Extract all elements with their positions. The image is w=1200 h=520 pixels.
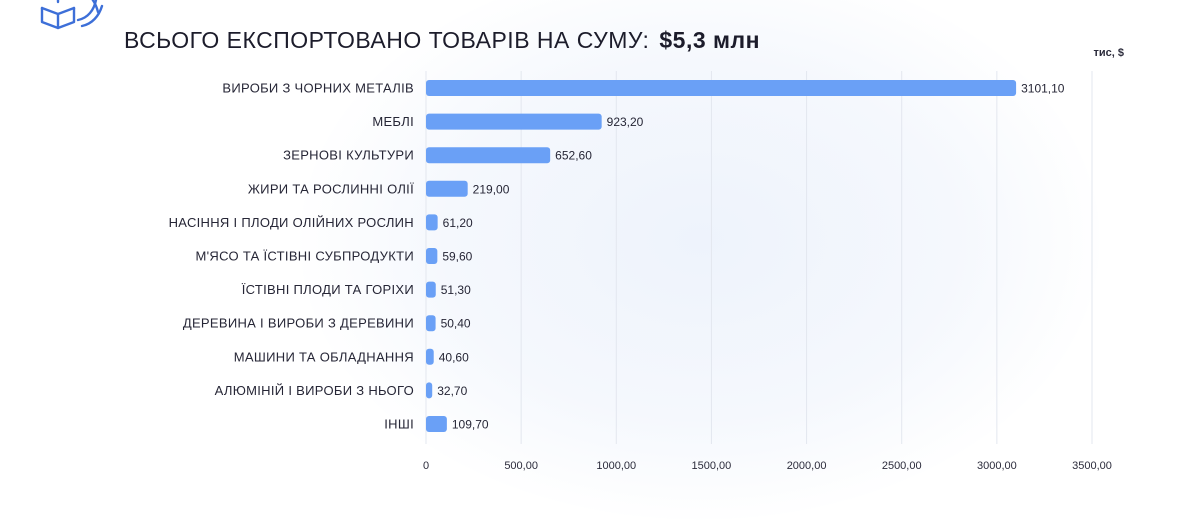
bar <box>426 248 438 264</box>
value-label: 32,70 <box>437 384 467 398</box>
category-label: ДЕРЕВИНА І ВИРОБИ З ДЕРЕВИНИ <box>183 316 414 331</box>
headline: ВСЬОГО ЕКСПОРТОВАНО ТОВАРІВ НА СУМУ: $5,3… <box>124 27 760 54</box>
x-tick-label: 2000,00 <box>787 460 827 472</box>
category-label: АЛЮМІНІЙ І ВИРОБИ З НЬОГО <box>215 383 414 398</box>
value-label: 923,20 <box>607 115 644 129</box>
bar <box>426 348 434 365</box>
headline-title: ВСЬОГО ЕКСПОРТОВАНО ТОВАРІВ НА СУМУ: <box>124 27 650 53</box>
value-label: 50,40 <box>441 317 471 331</box>
x-tick-label: 0 <box>423 460 429 472</box>
x-tick-label: 2500,00 <box>882 460 922 472</box>
value-label: 51,30 <box>441 283 471 297</box>
value-label: 3101,10 <box>1021 82 1065 96</box>
category-label: ЇСТІВНІ ПЛОДИ ТА ГОРІХИ <box>242 282 414 297</box>
bar <box>426 214 438 231</box>
value-label: 652,60 <box>555 149 592 163</box>
x-tick-label: 3000,00 <box>977 460 1017 472</box>
x-tick-label: 1000,00 <box>596 460 636 472</box>
value-label: 61,20 <box>443 216 473 230</box>
category-label: НАСІННЯ І ПЛОДИ ОЛІЙНИХ РОСЛИН <box>169 215 414 230</box>
x-tick-label: 500,00 <box>504 460 538 472</box>
x-tick-label: 1500,00 <box>692 460 732 472</box>
bar <box>426 80 1017 96</box>
category-label: МАШИНИ ТА ОБЛАДНАННЯ <box>234 349 414 364</box>
bar <box>426 281 436 298</box>
bar <box>426 416 447 432</box>
bar <box>426 180 468 197</box>
category-label: ЗЕРНОВІ КУЛЬТУРИ <box>283 148 414 163</box>
category-label: МЕБЛІ <box>372 114 414 129</box>
value-label: 219,00 <box>473 182 510 196</box>
value-label: 109,70 <box>452 418 489 432</box>
bar <box>426 147 551 164</box>
x-tick-label: 3500,00 <box>1072 460 1112 472</box>
category-label: ІНШІ <box>384 417 414 432</box>
category-label: ВИРОБИ З ЧОРНИХ МЕТАЛІВ <box>222 81 414 96</box>
unit-label: тис, $ <box>1093 47 1125 59</box>
category-label: ЖИРИ ТА РОСЛИННІ ОЛІЇ <box>248 181 414 196</box>
value-label: 40,60 <box>439 350 469 364</box>
export-box-icon <box>40 0 104 30</box>
value-label: 59,60 <box>442 250 472 264</box>
bar <box>426 113 602 130</box>
category-label: М'ЯСО ТА ЇСТІВНІ СУБПРОДУКТИ <box>196 249 415 264</box>
bar-chart: 0 500,00 1000,00 1500,00 2000,00 2500,00 3000,… <box>169 71 1112 472</box>
headline-total: $5,3 млн <box>659 27 761 53</box>
bar <box>426 315 436 332</box>
bar <box>426 382 433 399</box>
